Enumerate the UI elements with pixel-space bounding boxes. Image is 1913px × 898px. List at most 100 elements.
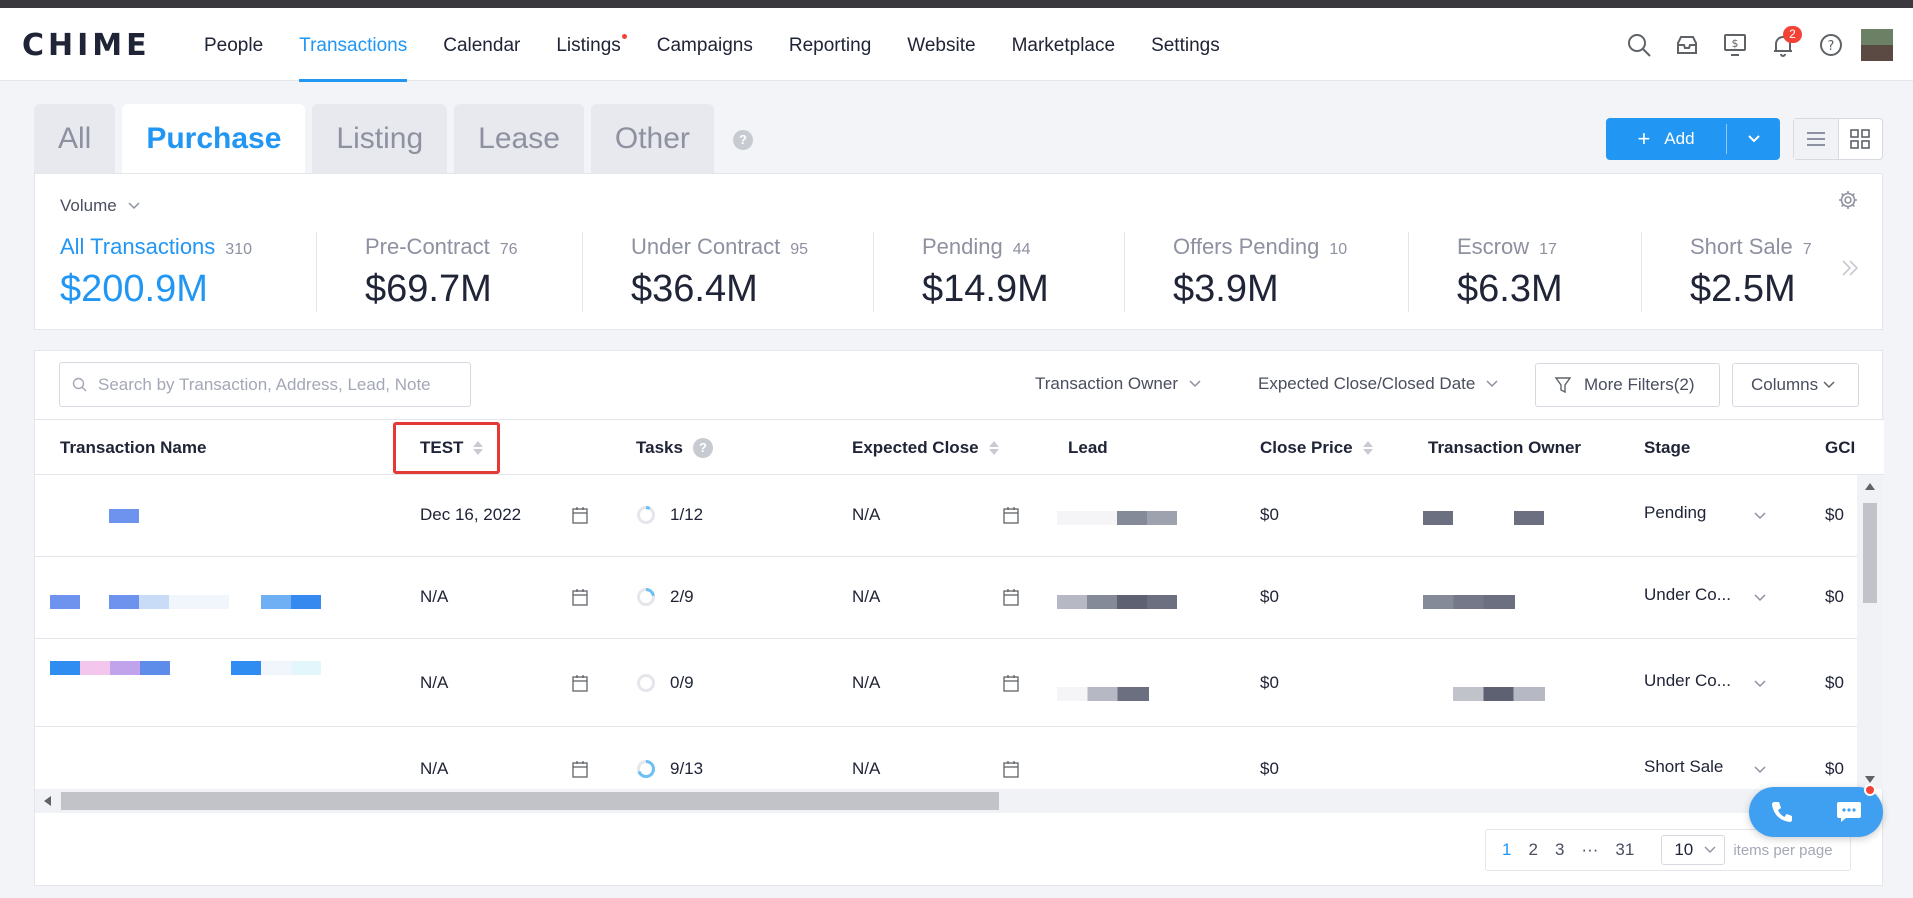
nav-item-settings[interactable]: Settings xyxy=(1151,35,1220,56)
chevron-down-icon[interactable] xyxy=(1753,765,1767,775)
grid-view-icon[interactable] xyxy=(1839,119,1883,159)
nav-item-calendar[interactable]: Calendar xyxy=(443,35,521,56)
tabs-help-icon[interactable]: ? xyxy=(732,130,753,150)
search-input[interactable] xyxy=(98,374,458,395)
redacted-transaction-name[interactable] xyxy=(140,661,170,675)
gci-value[interactable]: $0 xyxy=(1825,673,1844,692)
phone-icon[interactable] xyxy=(1769,799,1795,825)
redacted-lead[interactable] xyxy=(1057,511,1117,525)
calendar-icon[interactable] xyxy=(572,588,588,611)
close-price-value[interactable]: $0 xyxy=(1260,587,1279,606)
add-button[interactable]: + Add xyxy=(1606,126,1726,152)
help-icon[interactable]: ? xyxy=(1807,21,1855,69)
test-value[interactable]: N/A xyxy=(420,759,449,778)
page-1[interactable]: 1 xyxy=(1502,840,1512,859)
test-value[interactable]: N/A xyxy=(420,673,449,692)
sort-icon[interactable] xyxy=(1362,441,1373,455)
column-header-gci[interactable]: GCI xyxy=(1825,420,1855,476)
table-row[interactable]: Dec 16, 2022 1/12 N/A $0 Pending $0 xyxy=(35,475,1857,557)
chevron-down-icon[interactable] xyxy=(1753,679,1767,689)
page-31[interactable]: 31 xyxy=(1615,840,1635,859)
redacted-transaction-name[interactable] xyxy=(139,595,169,609)
page-3[interactable]: 3 xyxy=(1554,840,1565,859)
vertical-scroll-thumb[interactable] xyxy=(1863,503,1877,603)
double-chevron-right-icon[interactable] xyxy=(1840,258,1860,283)
expected-close-value[interactable]: N/A xyxy=(852,505,881,524)
stat-pre-contract[interactable]: Pre-Contract 76 $69.7M xyxy=(365,234,518,311)
table-row[interactable]: N/A 2/9 N/A $0 Under Co... $0 xyxy=(35,557,1857,639)
more-filters-button[interactable]: More Filters(2) xyxy=(1535,363,1720,407)
stage-dropdown[interactable]: Under Co... xyxy=(1644,671,1731,691)
horizontal-scroll-thumb[interactable] xyxy=(61,792,999,810)
stage-dropdown[interactable]: Pending xyxy=(1644,503,1706,523)
calendar-icon[interactable] xyxy=(1003,588,1019,611)
nav-item-people[interactable]: People xyxy=(204,35,264,56)
vertical-scrollbar[interactable] xyxy=(1857,475,1883,789)
gci-value[interactable]: $0 xyxy=(1825,759,1844,778)
test-value[interactable]: N/A xyxy=(420,587,449,606)
calendar-icon[interactable] xyxy=(1003,760,1019,783)
add-dropdown-toggle[interactable] xyxy=(1727,134,1780,144)
column-header-lead[interactable]: Lead xyxy=(1068,420,1108,476)
transaction-owner-filter[interactable]: Transaction Owner xyxy=(1035,374,1202,394)
redacted-transaction-name[interactable] xyxy=(80,661,110,675)
chevron-down-icon[interactable] xyxy=(1753,511,1767,521)
table-row[interactable]: N/A 9/13 N/A $0 Short Sale $0 xyxy=(35,727,1857,789)
redacted-transaction-name[interactable] xyxy=(291,595,321,609)
gci-value[interactable]: $0 xyxy=(1825,505,1844,524)
tasks-help-icon[interactable]: ? xyxy=(692,438,713,458)
redacted-owner[interactable] xyxy=(1514,511,1544,525)
chat-icon[interactable] xyxy=(1835,799,1863,825)
stage-dropdown[interactable]: Under Co... xyxy=(1644,585,1731,605)
expected-close-value[interactable]: N/A xyxy=(852,587,881,606)
close-price-value[interactable]: $0 xyxy=(1260,673,1279,692)
tab-purchase[interactable]: Purchase xyxy=(122,104,306,174)
tasks-cell[interactable]: 2/9 xyxy=(636,587,694,607)
nav-item-reporting[interactable]: Reporting xyxy=(788,35,872,56)
nav-item-campaigns[interactable]: Campaigns xyxy=(656,35,753,56)
nav-item-marketplace[interactable]: Marketplace xyxy=(1011,35,1116,56)
stat-all-transactions[interactable]: All Transactions 310 $200.9M xyxy=(60,234,252,311)
test-value[interactable]: Dec 16, 2022 xyxy=(420,505,522,524)
gci-value[interactable]: $0 xyxy=(1825,587,1844,606)
chime-logo[interactable]: CHIME xyxy=(22,28,151,63)
tasks-cell[interactable]: 1/12 xyxy=(636,505,703,525)
column-header-close-price[interactable]: Close Price xyxy=(1260,420,1373,476)
scroll-left-arrow-icon[interactable] xyxy=(44,796,51,806)
column-header-expected-close[interactable]: Expected Close xyxy=(852,420,999,476)
volume-dropdown[interactable]: Volume xyxy=(60,196,141,216)
tab-all[interactable]: All xyxy=(34,104,116,174)
stage-dropdown[interactable]: Short Sale xyxy=(1644,757,1723,777)
stat-under-contract[interactable]: Under Contract 95 $36.4M xyxy=(631,234,808,311)
nav-item-transactions[interactable]: Transactions xyxy=(281,8,425,82)
tab-other[interactable]: Other xyxy=(590,104,714,174)
column-header-tasks[interactable]: Tasks? xyxy=(636,420,713,476)
sort-icon[interactable] xyxy=(988,441,999,455)
column-header-transaction-owner[interactable]: Transaction Owner xyxy=(1428,420,1581,476)
inbox-icon[interactable] xyxy=(1663,21,1711,69)
calendar-icon[interactable] xyxy=(572,674,588,697)
redacted-transaction-name[interactable] xyxy=(50,661,80,675)
chevron-down-icon[interactable] xyxy=(1753,593,1767,603)
redacted-transaction-name[interactable] xyxy=(261,661,321,675)
per-page-select[interactable]: 10 xyxy=(1661,835,1726,865)
gear-icon[interactable] xyxy=(1838,190,1858,215)
calendar-icon[interactable] xyxy=(1003,674,1019,697)
sort-icon[interactable] xyxy=(473,441,484,455)
tab-listing[interactable]: Listing xyxy=(312,104,448,174)
calendar-icon[interactable] xyxy=(572,506,588,529)
nav-item-listings[interactable]: Listings xyxy=(538,8,638,81)
columns-button[interactable]: Columns xyxy=(1732,363,1859,407)
tasks-cell[interactable]: 9/13 xyxy=(636,759,703,779)
redacted-lead[interactable] xyxy=(1057,595,1177,609)
expected-close-value[interactable]: N/A xyxy=(852,759,881,778)
nav-item-website[interactable]: Website xyxy=(907,35,976,56)
search-icon[interactable] xyxy=(1615,21,1663,69)
redacted-transaction-name[interactable] xyxy=(261,595,291,609)
stat-short-sale[interactable]: Short Sale 7 $2.5M xyxy=(1690,234,1812,311)
redacted-transaction-name[interactable] xyxy=(109,509,139,523)
table-row[interactable]: N/A 0/9 N/A $0 Under Co... $0 xyxy=(35,639,1857,727)
horizontal-scrollbar[interactable] xyxy=(35,789,1857,813)
scroll-down-arrow-icon[interactable] xyxy=(1865,776,1875,783)
column-header-transaction-name[interactable]: Transaction Name xyxy=(60,420,206,476)
